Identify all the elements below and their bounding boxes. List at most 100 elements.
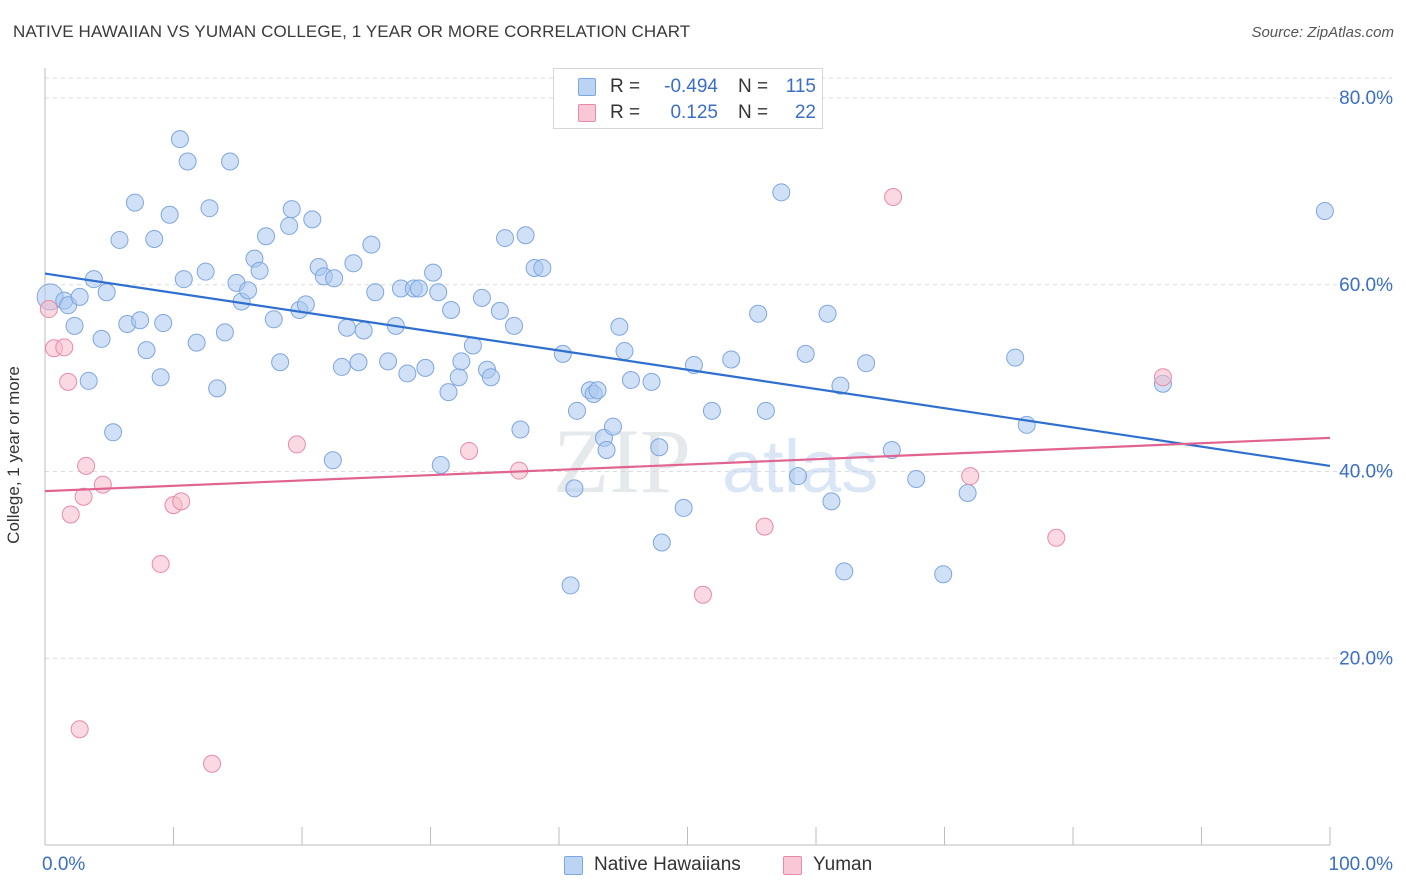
data-point (97, 283, 116, 302)
data-point (151, 368, 170, 387)
data-point (615, 342, 634, 361)
legend-n-label: N = (738, 76, 769, 97)
data-point (409, 279, 428, 298)
data-point (884, 187, 903, 206)
data-point (597, 441, 616, 460)
tick-labels: 20.0% 40.0% 60.0% 80.0% 0.0% 100.0% (42, 88, 1393, 875)
trend-line (44, 436, 1331, 493)
data-point (693, 585, 712, 604)
x-tick-label: 100.0% (1329, 854, 1394, 875)
data-point (652, 533, 671, 552)
data-point (172, 492, 191, 511)
data-point (174, 270, 193, 289)
data-point (958, 483, 977, 502)
data-point (561, 576, 580, 595)
data-point (77, 456, 96, 475)
data-point (337, 318, 356, 337)
bottom-legend-label: Yuman (813, 854, 873, 875)
data-point (145, 230, 164, 249)
data-point (125, 193, 144, 212)
data-point (131, 311, 150, 330)
data-point (452, 352, 471, 371)
data-point (496, 229, 515, 248)
data-point (882, 441, 901, 460)
legend-n-value: 22 (794, 102, 816, 123)
data-point (250, 261, 269, 280)
trend-lines (44, 272, 1331, 493)
data-point (472, 288, 491, 307)
y-tick-label: 80.0% (1339, 88, 1393, 109)
data-point (424, 263, 443, 282)
data-point (215, 323, 234, 342)
legend-n-label: N = (738, 102, 769, 123)
data-point (610, 317, 629, 336)
watermark: ZIP atlas (553, 410, 878, 512)
legend-swatch-blue (578, 78, 596, 96)
data-point (567, 401, 586, 420)
data-point (822, 492, 841, 511)
data-point (257, 227, 276, 246)
bottom-legend-label: Native Hawaiians (594, 854, 741, 875)
data-point (264, 310, 283, 329)
data-point (442, 300, 461, 319)
data-point (818, 304, 837, 323)
chart-title: NATIVE HAWAIIAN VS YUMAN COLLEGE, 1 YEAR… (13, 22, 691, 41)
data-point (39, 300, 58, 319)
data-point (449, 368, 468, 387)
data-point (61, 505, 80, 524)
data-point (490, 301, 509, 320)
y-axis-label: College, 1 year or more (4, 366, 23, 544)
data-point (323, 451, 342, 470)
data-point (70, 287, 89, 306)
data-point (772, 183, 791, 202)
data-point (835, 562, 854, 581)
data-point (59, 372, 78, 391)
data-point (756, 401, 775, 420)
data-point (934, 565, 953, 584)
source-label: Source: ZipAtlas.com (1251, 24, 1394, 41)
data-point (332, 357, 351, 376)
data-point (70, 720, 89, 739)
trend-line (44, 272, 1331, 467)
data-point (196, 262, 215, 281)
legend-n-value: 115 (785, 76, 816, 97)
data-point (379, 352, 398, 371)
data-point (431, 455, 450, 474)
data-point (1047, 528, 1066, 547)
data-point (151, 554, 170, 573)
data-point (674, 498, 693, 517)
data-point (200, 199, 219, 218)
data-point (553, 344, 572, 363)
data-point (398, 364, 417, 383)
y-tick-label: 40.0% (1339, 462, 1393, 483)
data-point (92, 329, 111, 348)
data-point (65, 316, 84, 335)
data-point (642, 372, 661, 391)
data-point (831, 376, 850, 395)
y-tick-label: 60.0% (1339, 275, 1393, 296)
data-point (170, 130, 189, 149)
x-tick-label: 0.0% (42, 854, 85, 875)
data-point (1006, 348, 1025, 367)
data-point (755, 517, 774, 536)
data-point (1153, 368, 1172, 387)
data-point (481, 368, 500, 387)
bottom-legend-yuman: Yuman (783, 852, 872, 878)
data-point (516, 226, 535, 245)
data-point (362, 235, 381, 254)
data-point (55, 338, 74, 357)
series-native-hawaiians (36, 130, 1334, 595)
data-point (796, 344, 815, 363)
data-point (354, 321, 373, 340)
data-point (349, 353, 368, 372)
legend-r-label: R = (610, 76, 641, 97)
data-point (239, 281, 258, 300)
legend-r-value: -0.494 (664, 76, 718, 97)
bottom-legend-swatch-pink (783, 855, 802, 875)
grid-lines (45, 77, 1392, 659)
data-point (178, 152, 197, 171)
data-point (160, 205, 179, 224)
correlation-legend: R = -0.494 N = 115 R = 0.125 N = 22 (553, 68, 823, 129)
legend-r-value: 0.125 (670, 102, 718, 123)
